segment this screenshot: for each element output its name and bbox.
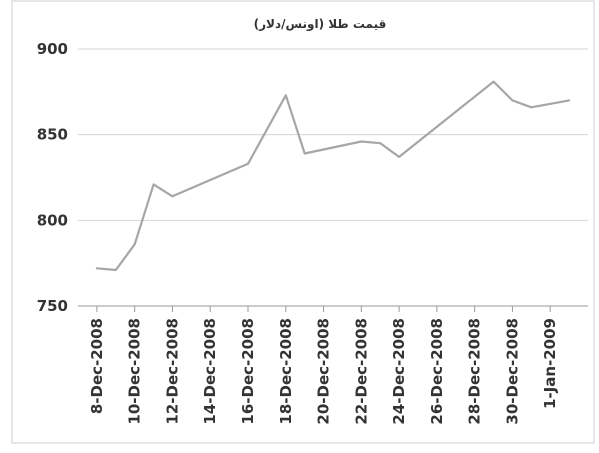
data-point <box>360 141 362 143</box>
x-tick-label: 18-Dec-2008 <box>277 318 295 425</box>
data-point <box>568 99 570 101</box>
chart-border <box>11 0 595 444</box>
x-tick-label: 10-Dec-2008 <box>126 318 144 425</box>
data-point <box>115 269 117 271</box>
data-point <box>511 99 513 101</box>
gridlines <box>78 48 588 307</box>
y-axis: 750 800 850 900 <box>37 40 68 315</box>
series-layer <box>95 80 571 272</box>
x-tick-label: 24-Dec-2008 <box>390 318 408 425</box>
data-point <box>285 94 287 96</box>
x-axis: 8-Dec-2008 10-Dec-2008 12-Dec-2008 14-Dec-2… <box>88 306 559 425</box>
x-tick-label: 12-Dec-2008 <box>163 318 181 425</box>
data-point <box>398 156 400 158</box>
x-tick-label: 20-Dec-2008 <box>315 318 333 425</box>
x-tick-label: 14-Dec-2008 <box>201 318 219 425</box>
x-tick-label: 1-Jan-2009 <box>541 318 559 409</box>
data-point <box>493 81 495 83</box>
series-line <box>95 80 571 272</box>
y-tick-label: 900 <box>37 40 68 58</box>
data-point <box>134 243 136 245</box>
data-point <box>304 153 306 155</box>
chart-title: قیمت طلا (اونس/دلار) <box>254 17 387 32</box>
x-tick-label: 16-Dec-2008 <box>239 318 257 425</box>
y-tick-label: 750 <box>37 297 68 315</box>
data-point <box>171 195 173 197</box>
x-tick-label: 30-Dec-2008 <box>503 318 521 425</box>
x-tick-label: 22-Dec-2008 <box>352 318 370 425</box>
data-point <box>96 267 98 269</box>
data-point <box>247 163 249 165</box>
x-tick-label: 28-Dec-2008 <box>466 318 484 425</box>
data-point <box>530 106 532 108</box>
x-tick-label: 26-Dec-2008 <box>428 318 446 425</box>
y-tick-label: 800 <box>37 211 68 229</box>
x-tick-label: 8-Dec-2008 <box>88 318 106 414</box>
data-point <box>153 183 155 185</box>
y-tick-label: 850 <box>37 126 68 144</box>
data-point <box>379 142 381 144</box>
